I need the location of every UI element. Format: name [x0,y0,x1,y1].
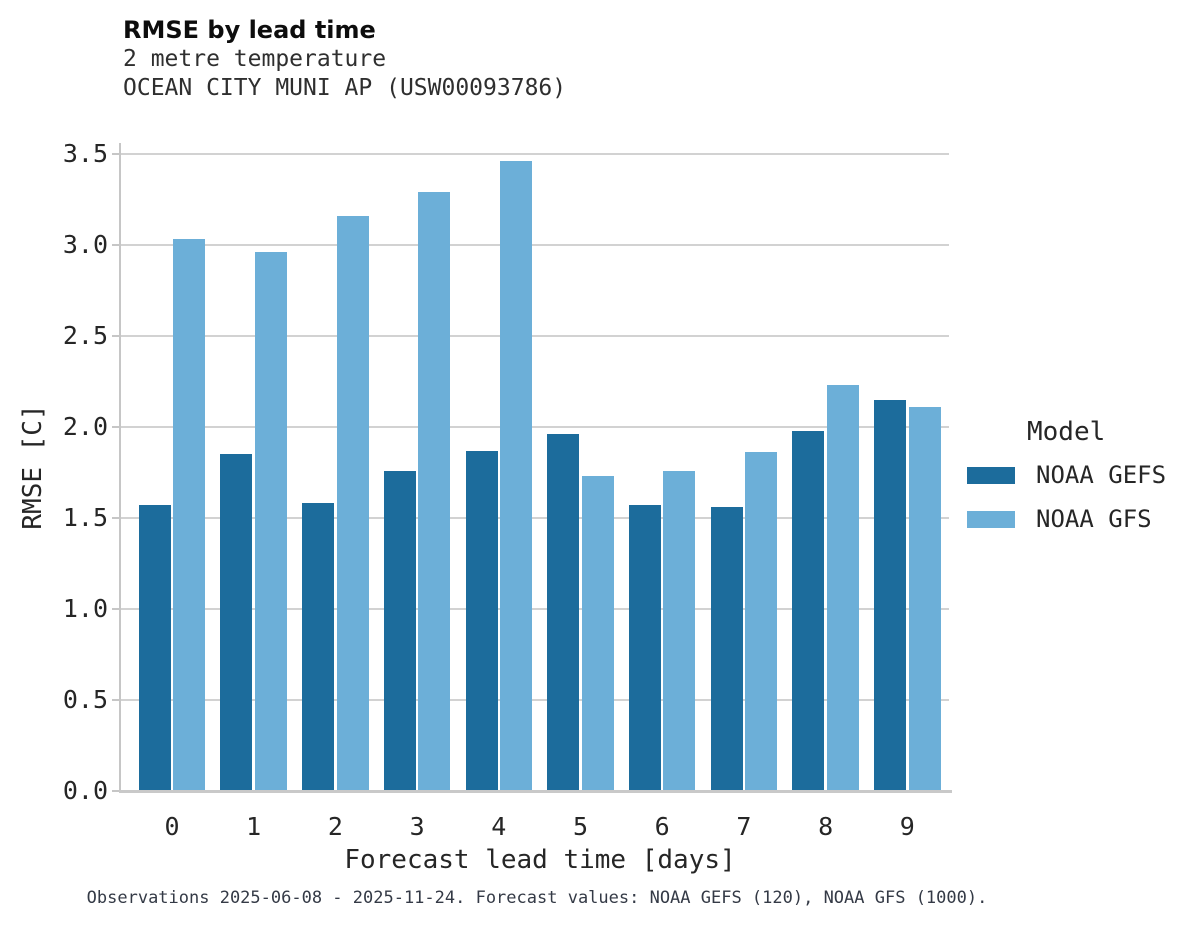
y-tick-label-2.5: 2.5 [62,320,108,350]
x-tick-label-2: 2 [327,812,343,841]
y-tick-mark-2.0 [112,425,119,428]
bar-noaa-gfs-day-9 [908,406,941,791]
footer-caption: Observations 2025-06-08 - 2025-11-24. Fo… [86,888,988,908]
bar-noaa-gefs-day-6 [628,505,661,791]
y-tick-label-3.0: 3.0 [62,229,108,259]
gridline-1.0 [121,607,949,610]
x-axis-label: Forecast lead time [days] [344,845,736,875]
legend-label-noaa-gfs: NOAA GFS [1036,505,1152,533]
chart-subtitle-station: OCEAN CITY MUNI AP (USW00093786) [123,74,567,101]
gridline-3.0 [121,243,949,246]
bar-noaa-gefs-day-1 [220,454,253,791]
bar-noaa-gfs-day-0 [173,239,206,791]
y-axis-spine [119,143,121,793]
bar-noaa-gefs-day-0 [138,505,171,791]
legend-swatch-noaa-gfs [967,510,1015,528]
gridline-2.5 [121,334,949,337]
x-tick-label-5: 5 [572,812,589,841]
x-tick-label-8: 8 [818,812,834,841]
bar-noaa-gfs-day-5 [581,476,614,791]
x-tick-label-6: 6 [654,812,670,841]
bar-noaa-gefs-day-7 [710,507,743,791]
bar-noaa-gfs-day-1 [254,252,287,791]
plot-area [112,143,952,793]
bar-noaa-gfs-day-2 [336,215,369,791]
bar-noaa-gefs-day-4 [465,450,498,791]
y-tick-label-0.5: 0.5 [62,684,108,714]
bar-noaa-gefs-day-5 [547,434,580,791]
legend-rows: NOAA GEFS NOAA GFS [967,461,1166,533]
bar-noaa-gfs-day-8 [826,385,859,791]
bar-noaa-gfs-day-4 [500,161,533,791]
y-tick-label-0.0: 0.0 [62,776,108,805]
legend-label-noaa-gefs: NOAA GEFS [1036,461,1167,489]
y-tick-mark-2.5 [112,334,119,337]
y-tick-mark-1.0 [112,607,119,610]
gridline-1.5 [121,516,949,519]
x-tick-label-9: 9 [899,812,915,841]
x-tick-label-1: 1 [246,812,262,841]
chart-title: RMSE by lead time [123,16,376,44]
y-tick-label-3.5: 3.5 [62,138,108,168]
legend-title: Model [1027,417,1106,447]
x-tick-label-0: 0 [164,812,180,841]
legend-item-noaa-gfs: NOAA GFS [967,505,1166,533]
y-tick-mark-3.0 [112,243,119,246]
legend-swatch-noaa-gefs [967,466,1015,484]
x-axis-spine [119,790,952,793]
bar-noaa-gefs-day-8 [792,430,825,791]
bar-noaa-gfs-day-3 [418,192,451,791]
bar-noaa-gefs-day-3 [383,470,416,791]
y-tick-mark-0.0 [112,790,119,792]
chart-header: RMSE by lead time 2 metre temperature OC… [123,16,566,103]
y-tick-label-1.5: 1.5 [62,502,108,532]
bar-noaa-gfs-day-6 [663,470,696,791]
chart-subtitle-variable: 2 metre temperature [123,45,387,72]
x-tick-label-3: 3 [409,812,425,841]
y-tick-label-1.0: 1.0 [62,593,108,623]
y-tick-mark-1.5 [112,516,119,519]
y-tick-label-2.0: 2.0 [62,411,108,441]
legend-item-noaa-gefs: NOAA GEFS [967,461,1166,489]
bar-noaa-gefs-day-9 [874,399,907,791]
x-tick-label-7: 7 [736,812,752,841]
bar-noaa-gfs-day-7 [745,452,778,791]
gridline-3.5 [121,152,949,155]
x-tick-label-4: 4 [491,812,507,841]
bar-noaa-gefs-day-2 [302,503,335,791]
y-tick-mark-3.5 [112,152,119,155]
gridline-2.0 [121,425,949,428]
gridline-0.5 [121,698,949,701]
y-tick-mark-0.5 [112,698,119,701]
legend: Model NOAA GEFS NOAA GFS [967,417,1166,549]
